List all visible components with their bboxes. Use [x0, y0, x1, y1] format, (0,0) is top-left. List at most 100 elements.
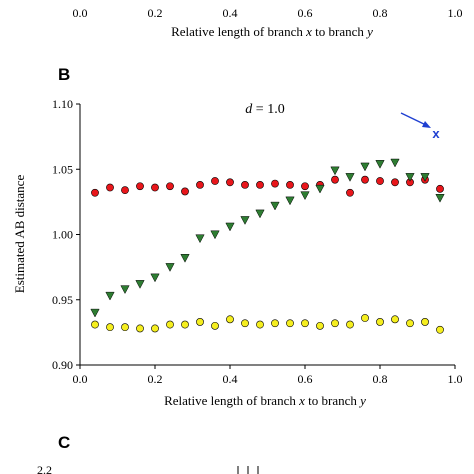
data-point-triangle	[390, 158, 400, 168]
data-point-triangle	[120, 285, 130, 295]
data-point-circle	[136, 324, 144, 333]
data-point-triangle	[105, 291, 115, 301]
data-point-triangle	[90, 308, 100, 318]
y-tick-label: 0.90	[52, 358, 73, 372]
x-tick-label: 0.0	[73, 372, 88, 386]
data-point-circle	[391, 178, 399, 187]
data-point-circle	[346, 320, 354, 329]
data-point-circle	[181, 187, 189, 196]
data-point-triangle	[255, 209, 265, 219]
data-point-triangle	[180, 254, 190, 263]
data-point-circle	[271, 319, 279, 328]
panel-a-x-axis-label: Relative length of branch x to branch y	[171, 24, 373, 39]
data-point-circle	[286, 319, 294, 328]
data-point-circle	[376, 177, 384, 185]
data-point-circle	[226, 315, 234, 324]
data-point-triangle	[360, 162, 370, 172]
data-point-circle	[91, 320, 99, 329]
data-point-circle	[121, 186, 129, 195]
panel-c-tick-label: 2.2	[37, 463, 52, 474]
data-point-circle	[106, 183, 114, 192]
data-point-triangle	[270, 201, 280, 211]
x-tick-label: 0.2	[148, 372, 163, 386]
data-point-circle	[301, 319, 309, 328]
y-tick-label: 0.95	[52, 293, 73, 307]
data-point-circle	[211, 177, 219, 185]
data-point-circle	[106, 323, 114, 332]
data-point-circle	[331, 319, 339, 328]
data-point-circle	[136, 182, 144, 191]
data-point-circle	[196, 181, 204, 189]
y-tick-label: 1.00	[52, 228, 73, 242]
data-point-triangle	[210, 230, 220, 240]
data-point-triangle	[240, 216, 250, 225]
data-point-circle	[361, 175, 369, 184]
x-tick-label: 1.0	[448, 372, 463, 386]
panel-a-tick-label: 0.4	[223, 6, 238, 20]
panel-c-label: C	[58, 433, 70, 452]
data-point-triangle	[315, 184, 325, 194]
data-point-triangle	[150, 273, 160, 283]
data-point-circle	[181, 320, 189, 329]
panel-a-tick-label: 0.6	[298, 6, 313, 20]
data-point-circle	[406, 319, 414, 328]
data-point-circle	[151, 183, 159, 192]
data-point-triangle	[420, 173, 430, 182]
data-point-circle	[121, 323, 129, 332]
data-point-circle	[241, 319, 249, 328]
data-point-circle	[301, 182, 309, 191]
data-point-circle	[211, 321, 219, 330]
data-point-circle	[316, 321, 324, 330]
data-point-circle	[241, 181, 249, 189]
annotation-arrow-line	[400, 112, 429, 127]
data-point-circle	[166, 182, 174, 191]
panel-a-tick-label: 0.8	[373, 6, 388, 20]
data-point-triangle	[285, 196, 295, 206]
data-point-circle	[166, 320, 174, 329]
data-point-circle	[91, 188, 99, 197]
x-tick-label: 0.8	[373, 372, 388, 386]
data-point-circle	[151, 324, 159, 333]
data-point-circle	[256, 181, 264, 189]
panel-a-tick-labels: 0.0 0.2 0.4 0.6 0.8 1.0	[73, 6, 463, 20]
data-point-triangle	[375, 160, 385, 169]
plot-markers	[90, 158, 445, 334]
panel-b-label: B	[58, 65, 70, 84]
data-point-triangle	[330, 166, 340, 176]
data-point-triangle	[165, 263, 175, 272]
annotation-arrow-head	[422, 121, 431, 128]
annotation-marker-label: x	[432, 126, 440, 141]
data-point-triangle	[195, 234, 205, 244]
data-point-triangle	[405, 173, 415, 182]
x-axis-label: Relative length of branch x to branch y	[164, 393, 366, 408]
data-point-circle	[271, 179, 279, 188]
data-point-triangle	[345, 173, 355, 182]
y-axis-label: Estimated AB distance	[12, 175, 27, 294]
data-point-triangle	[435, 194, 445, 203]
data-point-triangle	[225, 222, 235, 232]
panel-a-tick-label: 0.2	[148, 6, 163, 20]
data-point-circle	[196, 318, 204, 326]
x-tick-label: 0.6	[298, 372, 313, 386]
data-point-circle	[421, 318, 429, 326]
y-tick-label: 1.05	[52, 162, 73, 176]
data-point-triangle	[135, 280, 145, 289]
panel-a-tick-label: 0.0	[73, 6, 88, 20]
data-point-circle	[331, 175, 339, 184]
data-point-circle	[286, 181, 294, 189]
data-point-circle	[256, 320, 264, 329]
y-tick-label: 1.10	[52, 97, 73, 111]
data-point-circle	[226, 178, 234, 187]
data-point-triangle	[300, 191, 310, 201]
x-tick-label: 0.4	[223, 372, 238, 386]
data-point-circle	[391, 315, 399, 324]
data-point-circle	[436, 184, 444, 193]
data-point-circle	[361, 314, 369, 322]
data-point-circle	[346, 188, 354, 197]
data-point-circle	[376, 318, 384, 326]
panel-a-tick-label: 1.0	[448, 6, 463, 20]
plot-axes: 0.0 0.2 0.4 0.6 0.8 1.0 0.90 0.95 1.00 1.05 1.10	[52, 97, 463, 386]
d-annotation: d = 1.0	[245, 102, 284, 117]
data-point-circle	[436, 325, 444, 334]
